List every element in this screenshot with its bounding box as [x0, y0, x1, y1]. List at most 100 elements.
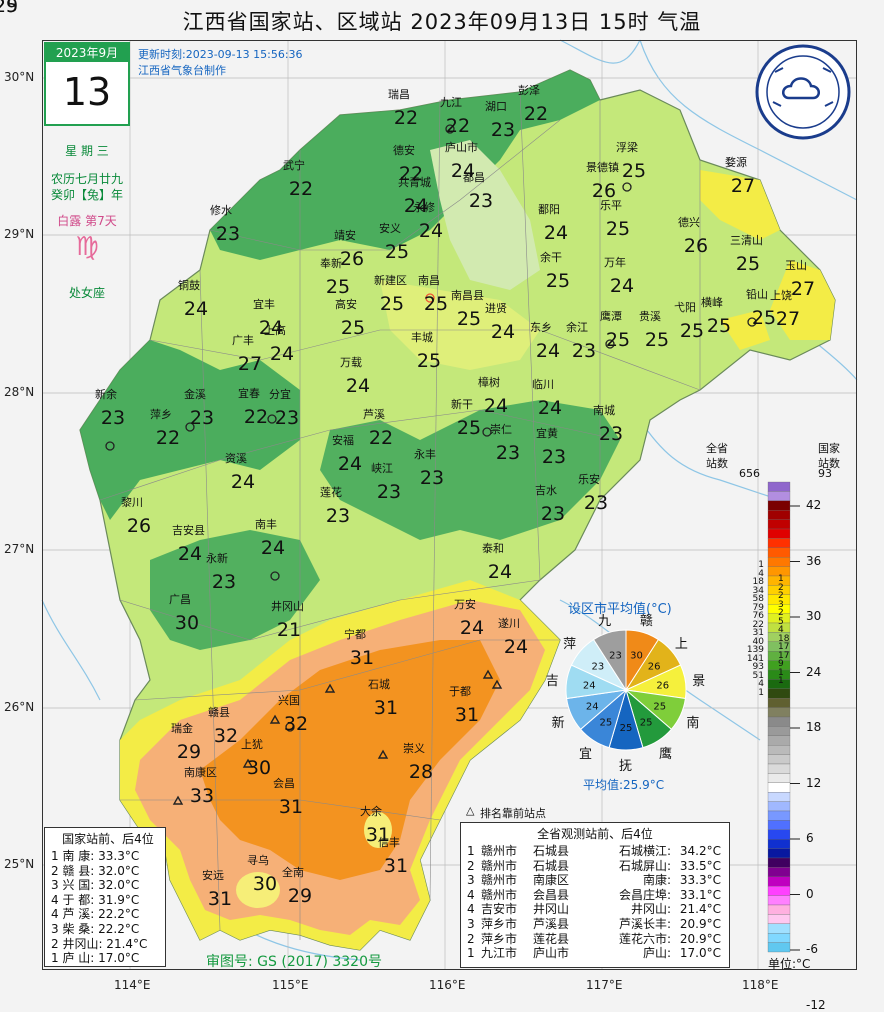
rank-cell: 井冈山: [533, 902, 570, 917]
station-name: 崇义: [403, 742, 425, 755]
pie-value: 25: [620, 723, 633, 734]
station-temperature: 31: [454, 704, 480, 726]
station-name: 泰和: [482, 542, 504, 555]
station-name: 资溪: [225, 452, 247, 465]
station-temperature: 23: [211, 571, 237, 593]
national-rank-title: 国家站前、后4位: [62, 832, 154, 846]
station-name: 永修: [413, 201, 435, 214]
station-temperature: 25: [605, 329, 631, 351]
station-name: 德安: [393, 144, 415, 157]
station-name: 鄱阳: [538, 203, 560, 216]
station-name: 上高: [264, 324, 286, 337]
station-temperature: 24: [535, 340, 561, 362]
province-count: 4: [758, 568, 764, 579]
rank-cell: 芦溪长丰:: [618, 916, 671, 931]
province-count: 1: [758, 560, 764, 570]
scale-tick-label: 24: [806, 664, 822, 679]
station-temperature: 24: [403, 195, 429, 217]
lon-tick-115: 115°E: [272, 978, 309, 992]
lat-tick-25: 25°N: [4, 857, 35, 871]
scale-tick-label: -6: [806, 942, 818, 956]
province-count: 141: [746, 653, 764, 664]
station-temperature: 31: [278, 796, 304, 818]
station-name: 鹰潭: [600, 310, 622, 323]
station-temperature: 30: [246, 757, 272, 779]
station-name: 安义: [379, 222, 401, 235]
station-temperature: 31: [373, 697, 399, 719]
lat-tick-30: 30°N: [4, 70, 35, 84]
rank-cell: 21.4°C: [679, 902, 721, 917]
rank-cell: 赣州市: [481, 844, 518, 858]
station-temperature: 21: [276, 619, 302, 641]
station-temperature: 25: [423, 293, 449, 315]
station-name: 南城: [593, 404, 615, 417]
county-borders: [99, 91, 701, 940]
station-temperature: 25: [325, 276, 351, 298]
station-temperature: 22: [288, 178, 314, 200]
rank-cell: 2: [467, 858, 475, 873]
national-rank-row: 2 赣 县: 32.0°C: [51, 863, 140, 878]
pie-value: 23: [609, 650, 622, 661]
pie-value: 25: [600, 717, 613, 728]
station-temperature: 25: [545, 270, 571, 292]
station-name: 上犹: [241, 738, 263, 751]
station-name: 宜黄: [536, 427, 558, 440]
station-temperature: 23: [598, 423, 624, 445]
station-temperature: 23: [468, 190, 494, 212]
station-temperature: 23: [495, 442, 521, 464]
color-scale-bar: [767, 481, 800, 953]
all-rank-row: 4 吉安市 井冈山 井冈山: 21.4°C: [467, 902, 723, 917]
all-rank-row: 1 九江市 庐山市 庐山: 17.0°C: [467, 946, 723, 961]
solar-term: 白露 第7天: [57, 214, 117, 228]
station-name: 黎川: [121, 496, 143, 509]
lunar-date: 农历七月廿九: [50, 172, 123, 186]
station-temperature: 25: [384, 241, 410, 263]
station-temperature: 25: [416, 350, 442, 372]
station-temperature: 31: [383, 855, 409, 877]
map-title: 江西省国家站、区域站 2023年09月13日 15时 气温: [182, 10, 702, 34]
weekday: 星 期 三: [65, 144, 109, 158]
pie-city-label: 鹰: [659, 747, 673, 763]
station-temperature: 23: [376, 481, 402, 503]
update-time: 更新时刻:2023-09-13 15:56:36: [138, 48, 303, 61]
station-temperature: 22: [445, 115, 471, 137]
province-count: 79: [752, 602, 764, 613]
lat-tick-28: 28°N: [4, 385, 35, 399]
pie-city-label: 上: [674, 636, 688, 652]
station-temperature: 25: [621, 160, 647, 182]
rank-cell: 33.1°C: [679, 887, 721, 902]
all-rank-row: 2 萍乡市 莲花县 莲花六市: 20.9°C: [467, 932, 723, 947]
station-temperature: 29: [0, 0, 19, 17]
rank-cell: 萍乡市: [481, 916, 518, 931]
lon-tick-116: 116°E: [429, 978, 466, 992]
top-station-markers: [172, 669, 503, 805]
station-name: 靖安: [334, 229, 356, 242]
rank-cell: 莲花县: [533, 931, 570, 946]
station-name: 余江: [566, 321, 588, 334]
province-count: 58: [752, 594, 764, 604]
province-count: 76: [752, 611, 764, 621]
legend-province-head2: 站数: [706, 457, 728, 470]
station-temperature: 25: [735, 253, 761, 275]
station-name: 会昌: [273, 777, 295, 790]
station-name: 乐安: [578, 473, 600, 486]
pie-city-label: 九: [598, 613, 612, 629]
lat-tick-29: 29°N: [4, 227, 35, 241]
station-name: 铜鼓: [178, 279, 200, 292]
station-temperature: 24: [418, 220, 444, 242]
station-temperature: 24: [459, 617, 485, 639]
lat-tick-27: 27°N: [4, 542, 35, 556]
rank-cell: 4: [467, 902, 475, 917]
pie-city-label: 景: [692, 674, 706, 690]
station-name: 宜春: [238, 387, 260, 400]
pie-city-label: 南: [686, 715, 700, 731]
province-count: 4: [758, 679, 764, 689]
national-count: 3: [778, 599, 784, 610]
national-count: 1: [778, 676, 784, 686]
national-count: 18: [778, 633, 790, 644]
station-name: 南丰: [255, 518, 277, 531]
rank-cell: 石城县: [533, 858, 570, 873]
station-temperature: 26: [126, 515, 152, 537]
national-rank-row: 3 兴 国: 32.0°C: [51, 878, 140, 893]
